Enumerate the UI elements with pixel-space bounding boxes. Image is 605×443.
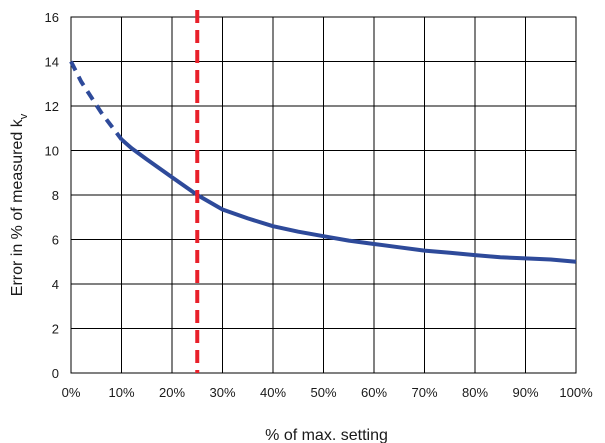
y-axis-title-main: Error in % of measured k <box>9 118 26 296</box>
x-tick-label: 50% <box>310 385 336 400</box>
y-tick-label: 16 <box>45 10 59 25</box>
y-tick-label: 0 <box>52 366 59 381</box>
x-tick-label: 70% <box>411 385 437 400</box>
x-tick-label: 30% <box>209 385 235 400</box>
y-tick-labels: 0 2 4 6 8 10 12 14 16 <box>45 10 59 381</box>
y-tick-label: 8 <box>52 188 59 203</box>
x-tick-label: 90% <box>512 385 538 400</box>
x-tick-label: 60% <box>361 385 387 400</box>
x-tick-label: 20% <box>159 385 185 400</box>
grid-lines <box>70 16 577 374</box>
series-layer <box>69 60 577 264</box>
x-tick-label: 0% <box>62 385 81 400</box>
x-tick-label: 10% <box>108 385 134 400</box>
y-axis-title: Error in % of measured kv <box>9 113 30 296</box>
y-tick-label: 12 <box>45 99 59 114</box>
x-tick-label: 40% <box>260 385 286 400</box>
x-axis-title: % of max. setting <box>265 427 388 443</box>
series-line-solid <box>120 137 577 264</box>
y-tick-label: 2 <box>52 322 59 337</box>
y-axis-title-subscript: v <box>18 113 30 119</box>
x-tick-label: 100% <box>559 385 593 400</box>
x-tick-labels: 0% 10% 20% 30% 40% 50% 60% 70% 80% 90% 100% <box>62 385 593 400</box>
y-tick-label: 4 <box>52 277 59 292</box>
plot-frame <box>70 16 577 374</box>
y-tick-label: 14 <box>45 55 59 70</box>
x-tick-label: 80% <box>462 385 488 400</box>
series-line-dashed <box>69 60 124 141</box>
y-tick-label: 10 <box>45 144 59 159</box>
y-tick-label: 6 <box>52 233 59 248</box>
